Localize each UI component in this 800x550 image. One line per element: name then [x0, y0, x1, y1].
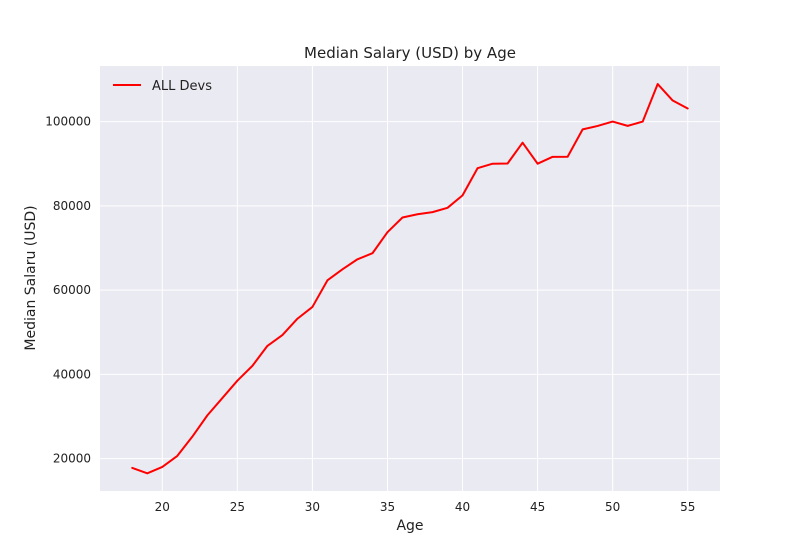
chart-title: Median Salary (USD) by Age	[304, 44, 516, 62]
x-tick-label: 20	[155, 500, 170, 514]
x-tick-label: 40	[455, 500, 470, 514]
legend: ALL Devs	[113, 79, 212, 94]
x-tick-label: 45	[530, 500, 545, 514]
y-tick-label: 20000	[53, 452, 91, 466]
x-tick-label: 50	[605, 500, 620, 514]
x-tick-label: 30	[305, 500, 320, 514]
x-tick-label: 35	[380, 500, 395, 514]
series-line	[131, 83, 689, 475]
series-layer	[131, 83, 689, 475]
y-tick-label: 40000	[53, 367, 91, 381]
y-tick-label: 80000	[53, 199, 91, 213]
x-tick-label: 55	[680, 500, 695, 514]
y-axis-label: Median Salaru (USD)	[23, 205, 39, 350]
x-axis-label: Age	[396, 518, 423, 534]
plot-area	[100, 66, 720, 491]
y-tick-label: 100000	[45, 115, 91, 129]
legend-label: ALL Devs	[152, 79, 212, 94]
grid	[100, 66, 720, 491]
x-tick-label: 25	[230, 500, 245, 514]
tick-labels: 20 25 30 35 40 45 50 55 20000 40000 60000 80000 1000…	[45, 115, 695, 514]
y-tick-label: 60000	[53, 283, 91, 297]
